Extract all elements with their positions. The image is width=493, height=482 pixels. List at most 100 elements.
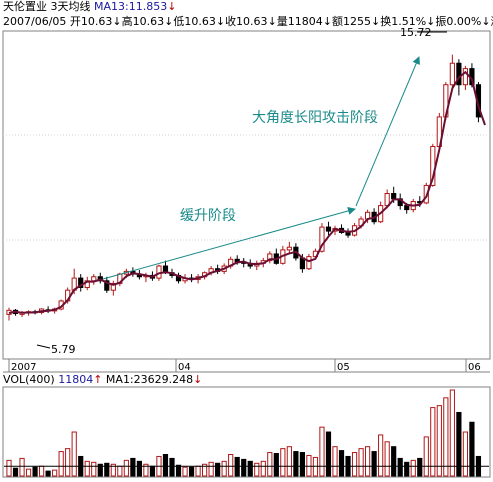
volume-panel-frame <box>2 386 491 478</box>
volume-bar <box>188 466 195 477</box>
ma-label: 3天均线 <box>50 0 91 13</box>
volume-bar <box>365 446 371 477</box>
volume-bar <box>130 457 136 477</box>
phase2-label: 大角度长阳攻击阶段 <box>252 110 378 126</box>
phase1-label: 缓升阶段 <box>180 208 236 224</box>
volume-bar <box>136 460 143 477</box>
arrow-down-icon: ↓ <box>322 15 332 28</box>
volume-bar <box>247 460 253 477</box>
volume-header: VOL(400) 11804↑ MA1:23629.248↓ <box>3 373 202 387</box>
volume-bar <box>97 463 103 477</box>
volume-bar <box>436 405 442 477</box>
candle-body <box>110 282 116 291</box>
volume-bar <box>117 465 123 477</box>
candle-body <box>449 62 455 86</box>
volume-bar <box>430 407 436 477</box>
volume-bar <box>280 448 286 477</box>
quote-high: 高10.63 <box>121 15 165 28</box>
volume-bar <box>332 446 338 477</box>
volume-bar <box>417 457 423 477</box>
volume-bar <box>351 452 358 477</box>
volume-bar <box>267 452 273 477</box>
quote-trail: 涨 <box>491 15 493 28</box>
ma-line <box>8 70 486 314</box>
candle-body <box>286 246 292 251</box>
volume-ma-arrow-icon: ↓ <box>193 373 203 386</box>
volume-bar <box>195 465 201 477</box>
volume-bar <box>104 462 110 477</box>
volume-bar-group <box>4 389 489 477</box>
candle-body <box>306 256 312 270</box>
quote-date: 2007/06/05 <box>3 15 67 28</box>
candle-body <box>104 280 110 291</box>
volume-bar <box>84 460 90 477</box>
quote-low: 低10.63 <box>173 15 216 28</box>
volume-bar <box>469 421 475 477</box>
volume-bar <box>215 462 221 477</box>
quote-close: 收10.63 <box>225 15 268 28</box>
volume-bar <box>202 463 208 477</box>
candle-body <box>462 68 468 86</box>
candle-body <box>319 226 325 252</box>
volume-bar <box>221 460 227 477</box>
volume-bar <box>260 460 266 477</box>
volume-bar <box>254 462 260 477</box>
volume-bar <box>371 451 377 477</box>
x-tick-label: 05 <box>337 362 350 373</box>
volume-bar <box>338 450 345 477</box>
volume-bar <box>391 446 397 477</box>
quote-open: 开10.63 <box>69 15 113 28</box>
quote-amplitude: 振0.00% <box>435 15 482 28</box>
volume-bar <box>241 458 247 477</box>
quote-volume: 量11804 <box>276 15 323 28</box>
volume-bar <box>384 441 390 477</box>
candle-body <box>404 205 410 211</box>
volume-bar <box>19 457 25 477</box>
quote-amount: 额1255 <box>332 15 371 28</box>
x-tick-label: 2007 <box>11 362 36 373</box>
volume-bar <box>123 459 129 477</box>
volume-bar <box>71 431 77 477</box>
ma-value: MA13:11.853 <box>94 0 168 13</box>
volume-arrow-icon: ↑ <box>93 373 103 386</box>
candle-body <box>267 253 273 262</box>
volume-bar <box>443 397 449 477</box>
low-price-label: 5.79 <box>51 343 76 356</box>
x-tick-group: 2007 04 05 06 <box>8 359 481 373</box>
volume-bar <box>293 451 299 477</box>
candle-body <box>456 62 462 86</box>
volume-value: 11804 <box>58 373 94 386</box>
volume-bar <box>58 451 64 477</box>
candle-body <box>78 277 84 289</box>
volume-bar <box>52 469 58 477</box>
ma-arrow-icon: ↓ <box>167 0 177 13</box>
volume-bar <box>410 459 416 477</box>
candle-body <box>391 193 397 200</box>
volume-bar <box>273 453 279 477</box>
volume-bar <box>169 457 175 477</box>
volume-bar <box>175 464 182 477</box>
arrow-down-icon: ↓ <box>426 15 436 28</box>
volume-bar <box>358 448 364 477</box>
arrow-down-icon: ↓ <box>267 15 277 28</box>
volume-bar <box>325 431 332 477</box>
quote-row: 2007/06/05 开10.63↓高10.63↓低10.63↓收10.63↓量… <box>3 15 493 29</box>
phase1-arrow <box>102 207 356 280</box>
x-tick-label: 04 <box>178 362 191 373</box>
volume-bar <box>286 446 292 477</box>
volume-bar <box>12 467 19 477</box>
volume-bar <box>423 436 429 477</box>
volume-bar <box>143 463 149 477</box>
volume-bar <box>91 461 97 477</box>
volume-label: VOL(400) <box>3 373 55 386</box>
volume-bar <box>449 389 455 477</box>
volume-bar <box>162 454 169 477</box>
high-price-label: 15.72 <box>400 26 432 39</box>
volume-bar <box>32 466 38 477</box>
volume-bar <box>462 431 468 477</box>
volume-bar <box>39 465 45 477</box>
volume-bar <box>319 426 325 477</box>
arrow-down-icon: ↓ <box>371 15 381 28</box>
phase2-arrow <box>355 56 420 207</box>
